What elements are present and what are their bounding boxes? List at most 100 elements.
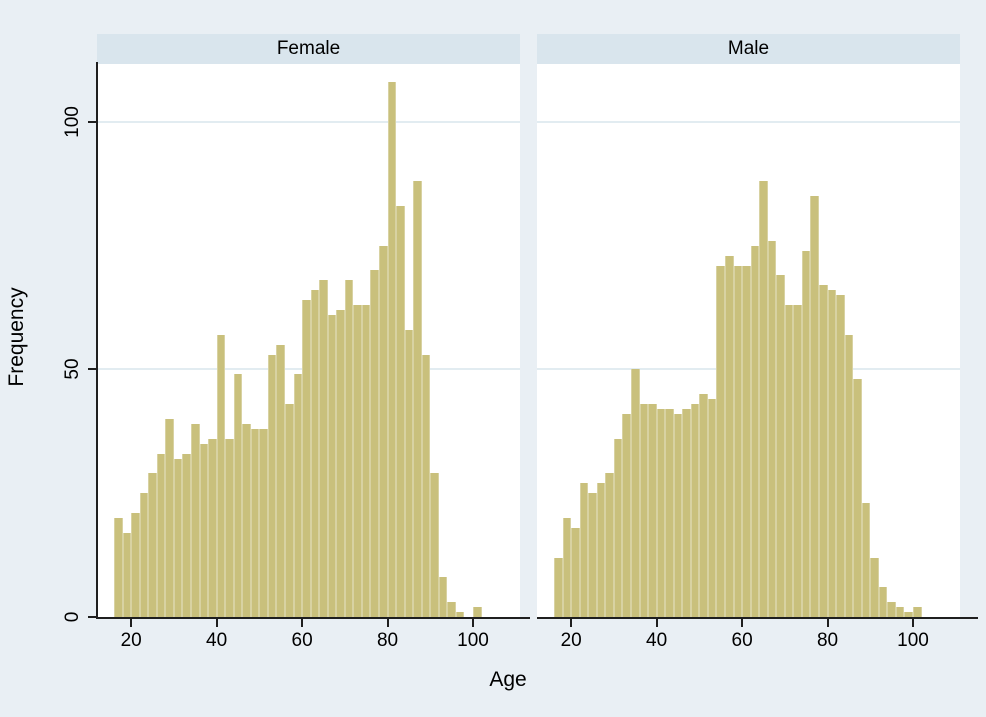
x-axis-line-male <box>537 617 978 619</box>
histogram-bar <box>665 409 674 617</box>
histogram-bar <box>387 82 397 617</box>
histogram-bar <box>759 181 768 617</box>
x-tick-20 <box>570 619 573 627</box>
histogram-bar <box>733 265 743 617</box>
gridline-y-100 <box>97 120 520 123</box>
histogram-bar <box>699 394 708 617</box>
histogram-bar <box>742 265 751 617</box>
histogram-bar <box>784 305 794 617</box>
histogram-bar <box>887 602 896 617</box>
histogram-bar <box>682 409 691 617</box>
histogram-bar <box>139 493 149 617</box>
histogram-bar <box>148 473 157 617</box>
histogram-bar <box>673 414 683 617</box>
plot-area-male <box>537 64 960 617</box>
histogram-bar <box>853 379 862 617</box>
histogram-bar <box>878 587 888 617</box>
histogram-bar <box>750 245 760 617</box>
histogram-bar <box>267 354 277 617</box>
histogram-bar <box>276 344 285 617</box>
x-tick-80 <box>826 619 829 627</box>
histogram-bar <box>361 305 371 617</box>
histogram-bar <box>870 557 879 617</box>
histogram-bar <box>208 438 217 617</box>
histogram-bar <box>302 300 311 617</box>
histogram-bar <box>648 404 657 617</box>
histogram-bar <box>913 607 922 617</box>
histogram-bar <box>827 290 837 617</box>
x-tick-40 <box>215 619 218 627</box>
histogram-bar <box>767 240 777 617</box>
histogram-bar <box>571 527 580 617</box>
x-tick-80 <box>386 619 389 627</box>
histogram-bar <box>421 354 431 617</box>
histogram-bar <box>554 557 563 617</box>
histogram-bar <box>336 310 345 617</box>
histogram-bar <box>631 369 640 617</box>
histogram-bar <box>216 334 226 617</box>
histogram-bar <box>438 577 448 617</box>
panel-title-female: Female <box>276 38 341 59</box>
x-tick-label-100: 100 <box>897 630 929 651</box>
histogram-bar <box>404 329 414 617</box>
histogram-bar <box>844 334 854 617</box>
histogram-bar <box>725 255 734 617</box>
x-tick-40 <box>655 619 658 627</box>
histogram-bar <box>588 493 597 617</box>
histogram-bar <box>690 404 700 617</box>
gridline-y-100 <box>537 120 960 123</box>
histogram-bar <box>319 280 328 617</box>
histogram-bar <box>233 374 243 617</box>
x-tick-label-80: 80 <box>376 630 399 651</box>
y-tick-label-0: 0 <box>62 611 83 623</box>
histogram-bar <box>131 513 140 617</box>
histogram-bar <box>379 245 388 617</box>
histogram-bar <box>473 607 482 617</box>
histogram-bar <box>353 305 362 617</box>
histogram-bar <box>447 602 456 617</box>
histogram-bar <box>396 206 405 617</box>
histogram-bar <box>122 532 132 617</box>
y-tick-100 <box>88 120 97 123</box>
histogram-bar <box>904 612 913 617</box>
histogram-bar <box>716 265 725 617</box>
histogram-bar <box>430 473 439 617</box>
histogram-bar <box>622 414 631 617</box>
histogram-bar <box>836 295 845 617</box>
histogram-bar <box>613 438 623 617</box>
x-axis-title: Age <box>489 668 527 691</box>
x-tick-label-20: 20 <box>120 630 142 651</box>
x-tick-60 <box>741 619 744 627</box>
histogram-bar <box>293 374 303 617</box>
y-axis-line <box>96 62 98 619</box>
x-tick-100 <box>472 619 474 627</box>
y-tick-label-50: 50 <box>62 358 83 381</box>
histogram-bar <box>259 428 268 617</box>
histogram-bar <box>413 181 422 617</box>
x-axis-line-female <box>96 617 530 619</box>
histogram-bar <box>861 503 871 617</box>
x-tick-label-40: 40 <box>206 630 228 651</box>
histogram-bar <box>242 423 251 617</box>
y-tick-0 <box>88 616 97 618</box>
histogram-bar <box>114 517 123 617</box>
histogram-bar <box>173 458 183 617</box>
histogram-bar <box>310 290 320 617</box>
panel-header-male: Male <box>537 34 960 64</box>
x-tick-20 <box>130 619 133 627</box>
y-tick-label-100: 100 <box>62 106 83 138</box>
histogram-bar <box>605 473 614 617</box>
histogram-bar <box>327 315 337 617</box>
histogram-bar <box>344 280 354 617</box>
histogram-bar <box>165 418 174 617</box>
histogram-bar <box>199 443 209 617</box>
histogram-bar <box>250 428 260 617</box>
histogram-bar <box>793 305 802 617</box>
histogram-bar <box>455 612 465 617</box>
histogram-bar <box>182 453 191 617</box>
histogram-bar <box>801 250 811 617</box>
panel-title-male: Male <box>727 38 770 59</box>
histogram-bar <box>707 399 717 617</box>
histogram-bar <box>819 285 828 617</box>
